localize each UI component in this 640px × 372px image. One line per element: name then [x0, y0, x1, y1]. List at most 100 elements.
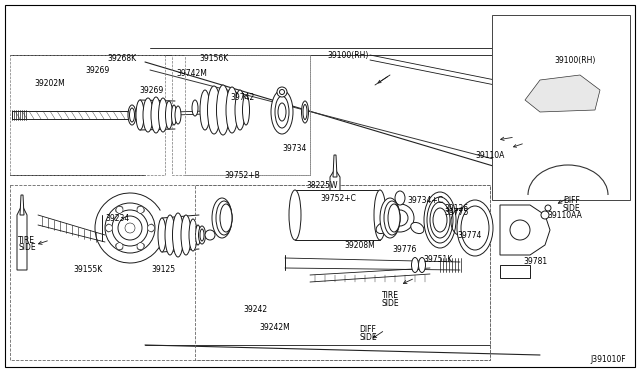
- Polygon shape: [333, 155, 337, 177]
- Text: DIFF: DIFF: [360, 326, 376, 334]
- Text: 39752+C: 39752+C: [320, 193, 356, 202]
- Ellipse shape: [166, 101, 173, 129]
- Text: 39110A: 39110A: [476, 151, 505, 160]
- Text: 39774: 39774: [458, 231, 482, 240]
- Ellipse shape: [207, 86, 221, 134]
- Text: 39734+C: 39734+C: [407, 196, 443, 205]
- Circle shape: [137, 206, 144, 213]
- Polygon shape: [496, 70, 628, 195]
- Text: 39202M: 39202M: [35, 78, 65, 87]
- Ellipse shape: [388, 204, 400, 232]
- Text: 39100(RH): 39100(RH): [554, 55, 596, 64]
- Text: 39269: 39269: [140, 86, 164, 94]
- Polygon shape: [525, 75, 600, 112]
- Text: 39208M: 39208M: [344, 241, 376, 250]
- Ellipse shape: [181, 215, 191, 255]
- Ellipse shape: [192, 100, 198, 116]
- Text: TIRE: TIRE: [18, 235, 35, 244]
- Ellipse shape: [395, 191, 405, 205]
- Ellipse shape: [128, 105, 136, 125]
- Bar: [295, 190, 380, 240]
- Ellipse shape: [226, 87, 238, 133]
- Ellipse shape: [243, 95, 250, 125]
- Text: 39742M: 39742M: [177, 68, 207, 77]
- Text: 39156K: 39156K: [200, 54, 228, 62]
- Ellipse shape: [149, 224, 154, 232]
- Ellipse shape: [374, 190, 386, 240]
- Text: SIDE: SIDE: [563, 203, 580, 212]
- Text: 39752+B: 39752+B: [224, 170, 260, 180]
- Ellipse shape: [198, 226, 205, 244]
- Ellipse shape: [165, 215, 175, 255]
- Text: 39234: 39234: [106, 214, 130, 222]
- Circle shape: [545, 205, 551, 211]
- Ellipse shape: [461, 206, 489, 250]
- Text: 38225W: 38225W: [307, 180, 338, 189]
- Ellipse shape: [200, 229, 204, 241]
- Text: 39100(RH): 39100(RH): [327, 51, 369, 60]
- Circle shape: [386, 204, 414, 232]
- Ellipse shape: [424, 192, 456, 248]
- Circle shape: [105, 203, 155, 253]
- Circle shape: [116, 243, 123, 250]
- Ellipse shape: [200, 90, 210, 130]
- Ellipse shape: [143, 98, 153, 132]
- Ellipse shape: [303, 105, 307, 119]
- Text: 39775: 39775: [445, 208, 469, 217]
- Polygon shape: [20, 195, 24, 215]
- Ellipse shape: [212, 198, 232, 238]
- Ellipse shape: [151, 97, 161, 133]
- Ellipse shape: [301, 101, 308, 123]
- Ellipse shape: [172, 105, 177, 125]
- Text: 39242: 39242: [243, 305, 267, 314]
- Ellipse shape: [433, 208, 447, 232]
- Ellipse shape: [106, 224, 111, 232]
- Polygon shape: [500, 265, 530, 278]
- Ellipse shape: [137, 244, 145, 250]
- Ellipse shape: [175, 106, 181, 124]
- Ellipse shape: [195, 225, 200, 245]
- Ellipse shape: [159, 98, 168, 132]
- Ellipse shape: [189, 219, 197, 251]
- Circle shape: [205, 230, 215, 240]
- Text: 39751K: 39751K: [424, 256, 452, 264]
- Ellipse shape: [137, 206, 145, 212]
- Ellipse shape: [271, 90, 293, 134]
- Ellipse shape: [457, 200, 493, 256]
- Text: 39776: 39776: [393, 246, 417, 254]
- Circle shape: [280, 90, 285, 94]
- Ellipse shape: [384, 201, 400, 235]
- Text: 39110AA: 39110AA: [548, 211, 582, 219]
- Ellipse shape: [419, 257, 426, 273]
- Ellipse shape: [136, 100, 144, 130]
- Text: TIRE: TIRE: [381, 291, 399, 299]
- Circle shape: [112, 210, 148, 246]
- Text: 39781: 39781: [523, 257, 547, 266]
- Circle shape: [392, 210, 408, 226]
- Circle shape: [137, 243, 144, 250]
- Circle shape: [147, 224, 154, 231]
- Ellipse shape: [427, 197, 453, 243]
- Ellipse shape: [289, 190, 301, 240]
- Ellipse shape: [376, 222, 389, 234]
- Ellipse shape: [430, 202, 450, 238]
- Ellipse shape: [380, 198, 400, 238]
- Circle shape: [510, 220, 530, 240]
- Text: 39268K: 39268K: [108, 54, 136, 62]
- Circle shape: [118, 216, 142, 240]
- Ellipse shape: [116, 244, 123, 250]
- Ellipse shape: [275, 96, 289, 128]
- Ellipse shape: [411, 222, 424, 234]
- Text: J391010F: J391010F: [590, 356, 626, 365]
- Text: DIFF: DIFF: [563, 196, 580, 205]
- Ellipse shape: [129, 108, 134, 122]
- Ellipse shape: [125, 223, 135, 233]
- Polygon shape: [330, 169, 340, 215]
- Text: 39155K: 39155K: [74, 266, 102, 275]
- Circle shape: [541, 211, 549, 219]
- Ellipse shape: [412, 257, 419, 273]
- Bar: [492, 15, 630, 200]
- Circle shape: [106, 224, 113, 231]
- Text: 39742: 39742: [231, 93, 255, 102]
- Ellipse shape: [278, 103, 286, 121]
